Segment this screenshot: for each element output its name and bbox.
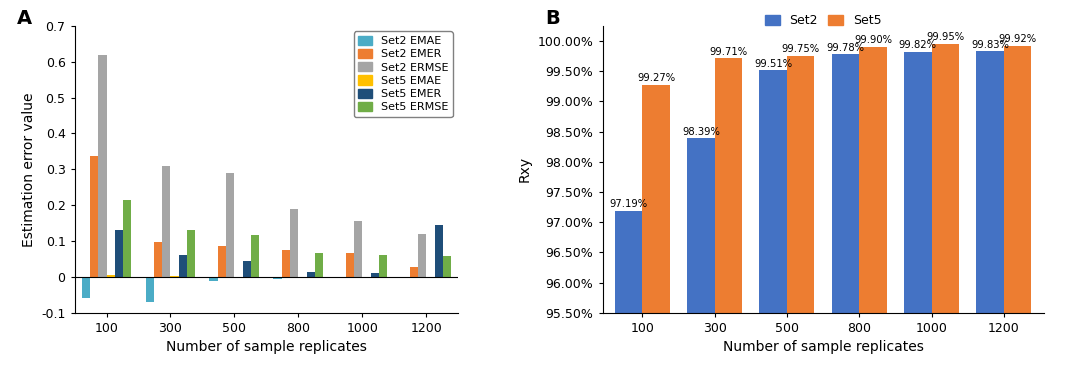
Text: 99.75%: 99.75% (782, 45, 820, 54)
Legend: Set2 EMAE, Set2 EMER, Set2 ERMSE, Set5 EMAE, Set5 EMER, Set5 ERMSE: Set2 EMAE, Set2 EMER, Set2 ERMSE, Set5 E… (354, 31, 453, 117)
Bar (1004, 46, 1031, 368)
Text: 98.39%: 98.39% (682, 127, 720, 137)
Bar (832, 54, 859, 368)
Text: 99.90%: 99.90% (854, 35, 892, 45)
Bar (98, 55, 107, 277)
Bar (338, 277, 346, 278)
Bar (274, 277, 282, 279)
Bar (977, 51, 1004, 368)
Bar (115, 230, 124, 277)
Bar (315, 252, 324, 277)
Text: 99.27%: 99.27% (637, 74, 675, 84)
Text: B: B (545, 8, 560, 28)
Bar (179, 255, 187, 277)
Bar (402, 277, 410, 278)
Bar (642, 85, 670, 368)
Bar (153, 243, 162, 277)
Bar (435, 225, 443, 277)
Bar (904, 52, 932, 368)
Bar (162, 166, 170, 277)
Text: 99.82%: 99.82% (899, 40, 937, 50)
Bar (187, 230, 195, 277)
Bar (715, 59, 742, 368)
Text: 99.51%: 99.51% (754, 59, 792, 69)
Bar (443, 256, 452, 277)
Bar (146, 277, 153, 302)
Text: 99.78%: 99.78% (826, 43, 865, 53)
Text: 97.19%: 97.19% (609, 199, 648, 209)
Bar (371, 273, 379, 277)
Bar (226, 173, 234, 277)
X-axis label: Number of sample replicates: Number of sample replicates (723, 340, 923, 354)
Bar (82, 277, 89, 298)
Bar (210, 277, 217, 280)
Text: A: A (17, 8, 32, 28)
Bar (251, 235, 260, 277)
Bar (787, 56, 815, 368)
Y-axis label: Rxy: Rxy (518, 156, 532, 182)
Bar (687, 138, 715, 368)
Bar (379, 255, 388, 277)
Bar (307, 272, 315, 277)
Bar (89, 156, 98, 277)
Text: 99.83%: 99.83% (971, 40, 1010, 50)
Bar (859, 47, 887, 368)
Bar (282, 250, 290, 277)
Bar (417, 234, 426, 277)
Bar (410, 267, 417, 277)
Bar (290, 209, 298, 277)
Legend: Set2, Set5: Set2, Set5 (759, 9, 887, 32)
Text: 99.95%: 99.95% (927, 32, 965, 42)
X-axis label: Number of sample replicates: Number of sample replicates (166, 340, 366, 354)
Text: 99.71%: 99.71% (709, 47, 748, 57)
Y-axis label: Estimation error value: Estimation error value (21, 92, 35, 247)
Bar (124, 200, 131, 277)
Bar (217, 247, 226, 277)
Bar (759, 71, 787, 368)
Bar (354, 221, 362, 277)
Bar (615, 210, 642, 368)
Bar (346, 253, 354, 277)
Bar (932, 44, 960, 368)
Bar (106, 275, 115, 277)
Bar (170, 276, 179, 277)
Text: 99.92%: 99.92% (999, 34, 1036, 44)
Bar (243, 262, 251, 277)
